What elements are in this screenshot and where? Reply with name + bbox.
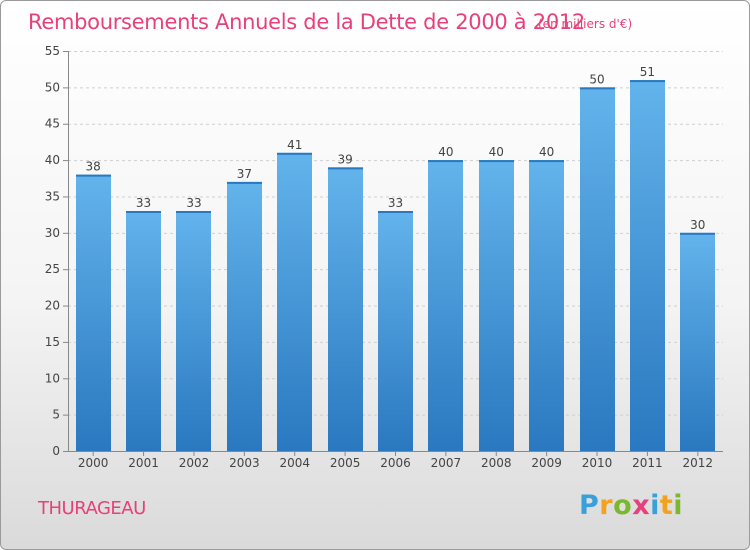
y-tick-label: 35: [45, 189, 60, 203]
y-tick-label: 45: [45, 117, 60, 131]
data-label: 38: [86, 160, 101, 174]
bar-2007: [428, 160, 463, 451]
y-tick-label: 20: [45, 299, 60, 313]
data-label: 30: [690, 218, 705, 232]
data-label: 33: [186, 196, 201, 210]
y-tick-label: 0: [52, 444, 60, 458]
bar-2002: [176, 211, 211, 451]
bar-top-edge: [680, 232, 715, 235]
bar-top-edge: [227, 181, 262, 184]
y-tick-label: 5: [52, 408, 60, 422]
logo-letter: i: [673, 490, 684, 521]
bar-top-edge: [378, 211, 413, 213]
data-label: 51: [640, 65, 655, 79]
x-tick-label: 2004: [279, 456, 310, 470]
bar-2010: [580, 87, 615, 451]
commune-name: THURAGEAU: [38, 498, 146, 519]
x-tick-label: 2008: [481, 456, 512, 470]
x-tick-label: 2009: [531, 456, 562, 470]
bar-2012: [680, 232, 715, 451]
bar-top-edge: [277, 152, 312, 155]
data-label: 39: [337, 152, 352, 166]
x-tick-label: 2007: [431, 456, 462, 470]
y-tick-label: 50: [45, 80, 60, 94]
y-tick-label: 55: [45, 44, 60, 58]
logo-letter: t: [659, 490, 674, 521]
data-label: 37: [237, 167, 252, 181]
x-axis: 2000 2001 2002 2003 2004 2005 2006 2007 2008 2009…: [78, 451, 713, 470]
bar-top-edge: [479, 160, 514, 163]
bar-2009: [529, 160, 564, 451]
data-label: 40: [489, 145, 504, 159]
data-label: 40: [438, 145, 453, 159]
x-tick-label: 2012: [683, 456, 714, 470]
bar-top-edge: [126, 211, 161, 213]
x-tick-label: 2003: [229, 456, 260, 470]
y-tick-label: 40: [45, 153, 60, 167]
x-tick-label: 2000: [78, 456, 109, 470]
unit-label: (en milliers d'€): [538, 17, 633, 31]
bar-2004: [277, 152, 312, 451]
x-tick-label: 2001: [128, 456, 159, 470]
bar-2003: [227, 181, 262, 451]
bar-top-edge: [580, 87, 615, 90]
data-label: 33: [388, 196, 403, 210]
x-tick-label: 2010: [582, 456, 613, 470]
bar-2005: [328, 167, 363, 451]
logo-letter: o: [613, 490, 633, 521]
logo-letter: r: [599, 490, 614, 521]
bars: 38 33 33 37 41 39 33 40 40 40 50 51 30: [76, 65, 715, 452]
bar-top-edge: [428, 160, 463, 163]
x-tick-label: 2006: [380, 456, 411, 470]
bar-top-edge: [630, 80, 665, 83]
x-tick-label: 2005: [330, 456, 361, 470]
data-label: 33: [136, 196, 151, 210]
x-tick-label: 2011: [632, 456, 663, 470]
data-label: 41: [287, 138, 302, 152]
data-label: 50: [589, 72, 604, 86]
bar-top-edge: [529, 160, 564, 163]
logo-letter: x: [632, 490, 651, 521]
logo-letter: i: [650, 490, 660, 521]
y-tick-label: 30: [45, 226, 60, 240]
bar-top-edge: [328, 167, 363, 170]
bar-2011: [630, 80, 665, 451]
x-tick-label: 2002: [179, 456, 210, 470]
bar-top-edge: [76, 174, 111, 177]
bar-2006: [378, 211, 413, 451]
bar-top-edge: [176, 211, 211, 213]
chart-title: Remboursements Annuels de la Dette de 20…: [28, 10, 585, 34]
logo-letter: P: [579, 490, 600, 521]
y-tick-label: 15: [45, 335, 60, 349]
y-tick-label: 25: [45, 262, 60, 276]
y-tick-label: 10: [45, 371, 60, 385]
bar-2008: [479, 160, 514, 451]
proxiti-logo: Proxiti: [579, 490, 683, 521]
bar-2001: [126, 211, 161, 451]
data-label: 40: [539, 145, 554, 159]
bar-2000: [76, 174, 111, 452]
